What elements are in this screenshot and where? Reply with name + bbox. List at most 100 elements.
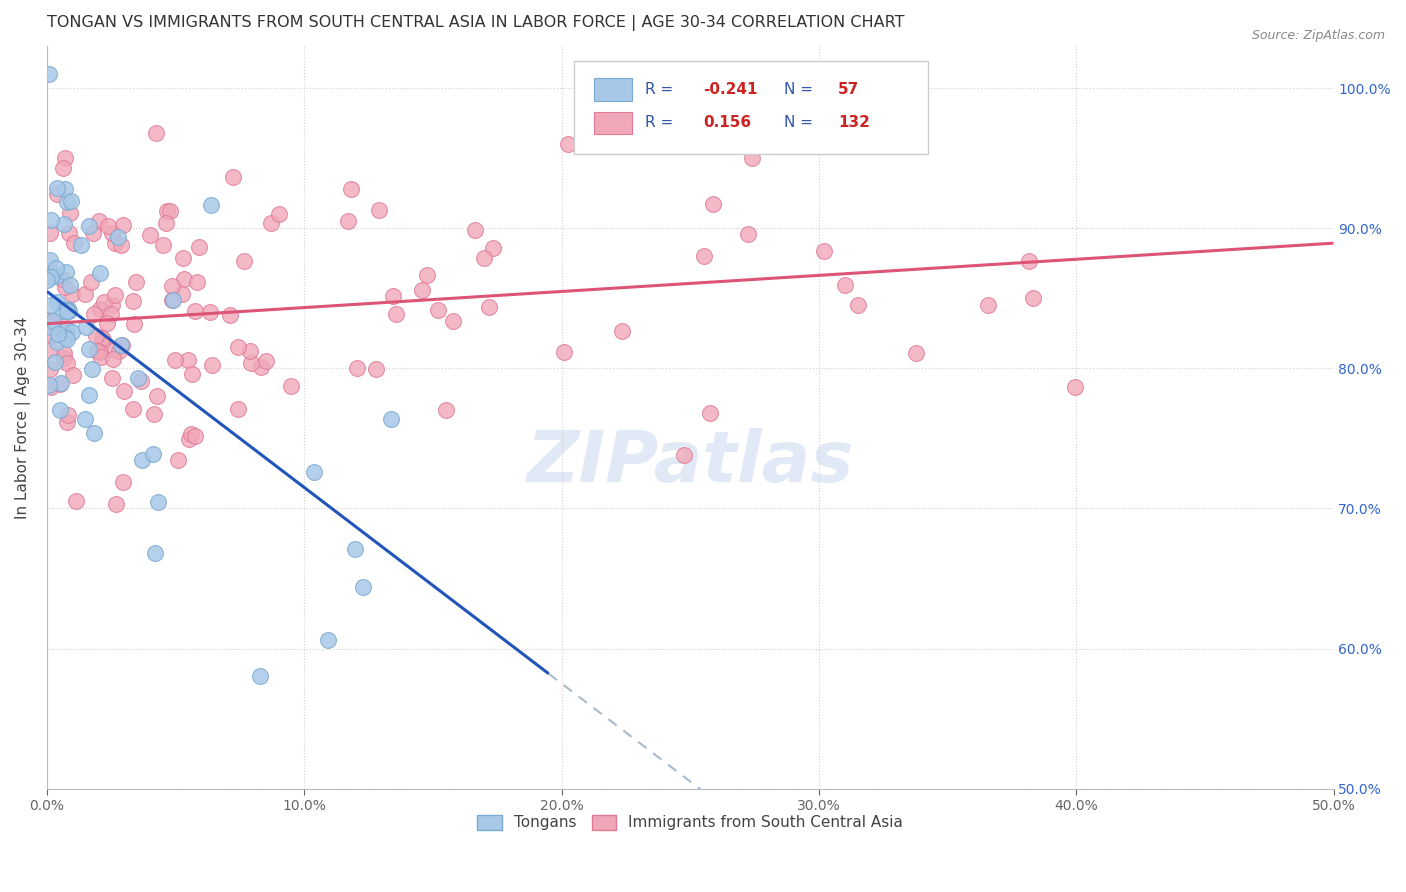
Point [976, 298, 998, 312]
Point [122, 401, 145, 416]
Legend: Tongans, Immigrants from South Central Asia: Tongans, Immigrants from South Central A… [471, 809, 910, 837]
Point [87, 214, 110, 228]
Point [49, 402, 72, 417]
Point [75, 412, 97, 426]
Point [741, 151, 763, 165]
Point [436, 403, 458, 417]
Point [160, 279, 183, 293]
Point [834, 277, 856, 292]
Point [90, 350, 112, 364]
Point [155, 203, 177, 218]
Point [42, 316, 65, 330]
Point [180, 367, 202, 381]
Point [145, 389, 167, 403]
Point [91, 331, 114, 345]
Point [82, 227, 104, 241]
Y-axis label: In Labor Force | Age 30-34: In Labor Force | Age 30-34 [15, 317, 31, 519]
Point [101, 352, 124, 367]
Point [45, 186, 67, 201]
Point [112, 218, 135, 232]
Point [70, 238, 93, 252]
Point [65, 494, 87, 508]
Point [56, 409, 79, 423]
Point [44, 354, 66, 368]
Point [100, 307, 122, 321]
Point [702, 196, 724, 211]
Point [222, 169, 245, 184]
Text: 57: 57 [838, 82, 859, 97]
Point [125, 275, 148, 289]
Point [53, 280, 76, 294]
Point [56, 321, 79, 335]
Text: N =: N = [785, 115, 818, 130]
Point [39, 320, 62, 334]
Point [41, 212, 63, 227]
Point [673, 448, 696, 462]
Text: ZIPatlas: ZIPatlas [527, 427, 853, 497]
Text: TONGAN VS IMMIGRANTS FROM SOUTH CENTRAL ASIA IN LABOR FORCE | AGE 30-34 CORRELAT: TONGAN VS IMMIGRANTS FROM SOUTH CENTRAL … [46, 15, 904, 31]
Point [1022, 291, 1045, 305]
Point [38, 327, 60, 342]
Text: 132: 132 [838, 115, 870, 130]
Point [159, 203, 181, 218]
Point [557, 136, 579, 151]
Point [152, 238, 174, 252]
Point [39, 343, 62, 357]
Point [143, 546, 166, 560]
Point [427, 302, 450, 317]
Point [56, 332, 79, 346]
Point [127, 371, 149, 385]
Point [38, 67, 60, 81]
Point [53, 330, 76, 344]
Point [172, 252, 194, 266]
Point [53, 151, 76, 165]
Text: R =: R = [645, 115, 678, 130]
Point [45, 334, 67, 349]
Point [142, 407, 165, 421]
Point [60, 325, 83, 339]
Point [131, 453, 153, 467]
Point [254, 353, 277, 368]
Point [58, 304, 80, 318]
Point [38, 226, 60, 240]
Point [1064, 380, 1087, 394]
Point [93, 295, 115, 310]
Point [441, 314, 464, 328]
Point [104, 236, 127, 251]
Point [302, 466, 325, 480]
Point [146, 495, 169, 509]
Point [56, 415, 79, 429]
Point [352, 580, 374, 594]
FancyBboxPatch shape [575, 62, 928, 154]
Point [172, 286, 194, 301]
Point [42, 268, 65, 283]
Point [340, 182, 363, 196]
Point [45, 181, 67, 195]
Point [45, 261, 67, 276]
Point [180, 427, 202, 442]
Point [226, 340, 249, 354]
Point [336, 214, 359, 228]
Point [380, 411, 402, 425]
Point [83, 307, 105, 321]
Point [112, 384, 135, 398]
Point [89, 345, 111, 359]
Point [142, 447, 165, 461]
Point [91, 333, 114, 347]
Point [80, 275, 103, 289]
Point [699, 406, 721, 420]
Point [38, 362, 60, 376]
Point [56, 304, 79, 318]
Point [80, 362, 103, 376]
Point [692, 249, 714, 263]
Point [368, 202, 391, 217]
Point [39, 297, 62, 311]
Point [1018, 253, 1040, 268]
Point [53, 346, 76, 360]
Point [415, 268, 437, 283]
Point [384, 307, 406, 321]
Point [411, 283, 433, 297]
Point [39, 252, 62, 267]
Point [86, 329, 108, 343]
Point [188, 240, 211, 254]
